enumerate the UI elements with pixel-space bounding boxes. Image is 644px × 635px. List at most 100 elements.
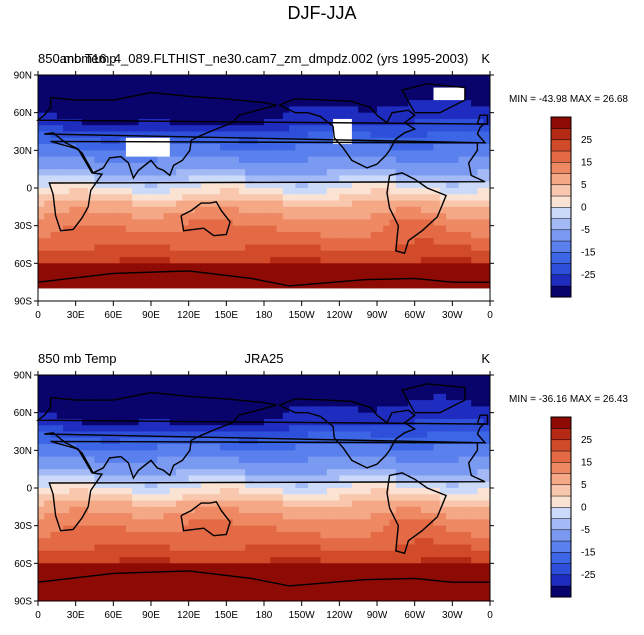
- field-cell: [201, 163, 208, 170]
- field-cell: [408, 375, 415, 382]
- field-cell: [452, 251, 459, 258]
- field-cell: [277, 257, 284, 264]
- field-cell: [151, 394, 158, 401]
- field-cell: [170, 263, 177, 270]
- colorbar-box: [551, 275, 571, 287]
- field-cell: [459, 106, 466, 113]
- field-cell: [352, 232, 359, 239]
- field-cell: [421, 538, 428, 545]
- field-cell: [258, 432, 265, 439]
- field-cell: [201, 157, 208, 164]
- field-cell: [390, 532, 397, 539]
- field-cell: [107, 194, 114, 201]
- field-cell: [164, 507, 171, 514]
- field-cell: [396, 88, 403, 95]
- field-cell: [308, 188, 315, 195]
- field-cell: [459, 288, 466, 295]
- field-cell: [145, 232, 152, 239]
- field-cell: [321, 219, 328, 226]
- field-cell: [113, 201, 120, 208]
- field-cell: [95, 563, 102, 570]
- field-cell: [321, 125, 328, 132]
- field-cell: [396, 475, 403, 482]
- field-cell: [226, 450, 233, 457]
- field-cell: [283, 150, 290, 157]
- field-cell: [427, 450, 434, 457]
- field-cell: [352, 563, 359, 570]
- field-cell: [452, 526, 459, 533]
- field-cell: [208, 207, 215, 214]
- field-cell: [132, 106, 139, 113]
- field-cell: [239, 263, 246, 270]
- field-cell: [459, 557, 466, 564]
- field-cell: [120, 194, 127, 201]
- field-cell: [283, 501, 290, 508]
- field-cell: [327, 381, 334, 388]
- field-cell: [302, 201, 309, 208]
- field-cell: [208, 157, 215, 164]
- field-cell: [107, 245, 114, 252]
- field-cell: [51, 245, 58, 252]
- field-cell: [289, 270, 296, 277]
- field-cell: [277, 263, 284, 270]
- field-cell: [82, 219, 89, 226]
- field-cell: [465, 450, 472, 457]
- field-cell: [195, 276, 202, 283]
- field-cell: [145, 488, 152, 495]
- field-cell: [346, 406, 353, 413]
- field-cell: [88, 475, 95, 482]
- field-cell: [120, 81, 127, 88]
- field-cell: [346, 501, 353, 508]
- field-cell: [277, 532, 284, 539]
- field-cell: [151, 245, 158, 252]
- field-cell: [427, 507, 434, 514]
- field-cell: [44, 81, 51, 88]
- field-cell: [308, 388, 315, 395]
- field-cell: [371, 132, 378, 139]
- field-cell: [132, 563, 139, 570]
- field-cell: [233, 201, 240, 208]
- field-cell: [377, 494, 384, 501]
- field-cell: [101, 226, 108, 233]
- field-cell: [95, 532, 102, 539]
- field-cell: [295, 563, 302, 570]
- field-cell: [415, 288, 422, 295]
- field-cell: [233, 538, 240, 545]
- field-cell: [264, 251, 271, 258]
- field-cell: [371, 201, 378, 208]
- field-cell: [233, 545, 240, 552]
- field-cell: [113, 450, 120, 457]
- field-cell: [138, 532, 145, 539]
- field-cell: [145, 494, 152, 501]
- field-cell: [38, 488, 45, 495]
- field-cell: [95, 545, 102, 552]
- field-cell: [63, 288, 70, 295]
- field-cell: [189, 232, 196, 239]
- field-cell: [427, 232, 434, 239]
- field-cell: [427, 388, 434, 395]
- field-cell: [107, 501, 114, 508]
- field-cell: [302, 188, 309, 195]
- field-cell: [327, 288, 334, 295]
- field-cell: [327, 88, 334, 95]
- field-cell: [214, 75, 221, 82]
- field-cell: [120, 295, 127, 302]
- field-cell: [195, 232, 202, 239]
- field-cell: [333, 388, 340, 395]
- field-cell: [327, 81, 334, 88]
- field-cell: [182, 381, 189, 388]
- field-cell: [364, 144, 371, 151]
- field-cell: [195, 532, 202, 539]
- field-cell: [51, 450, 58, 457]
- field-cell: [258, 251, 265, 258]
- field-cell: [170, 232, 177, 239]
- field-cell: [38, 494, 45, 501]
- field-cell: [289, 88, 296, 95]
- field-cell: [408, 194, 415, 201]
- field-cell: [69, 207, 76, 214]
- field-cell: [182, 113, 189, 120]
- field-cell: [446, 94, 453, 101]
- field-cell: [364, 394, 371, 401]
- field-cell: [289, 444, 296, 451]
- field-cell: [208, 238, 215, 245]
